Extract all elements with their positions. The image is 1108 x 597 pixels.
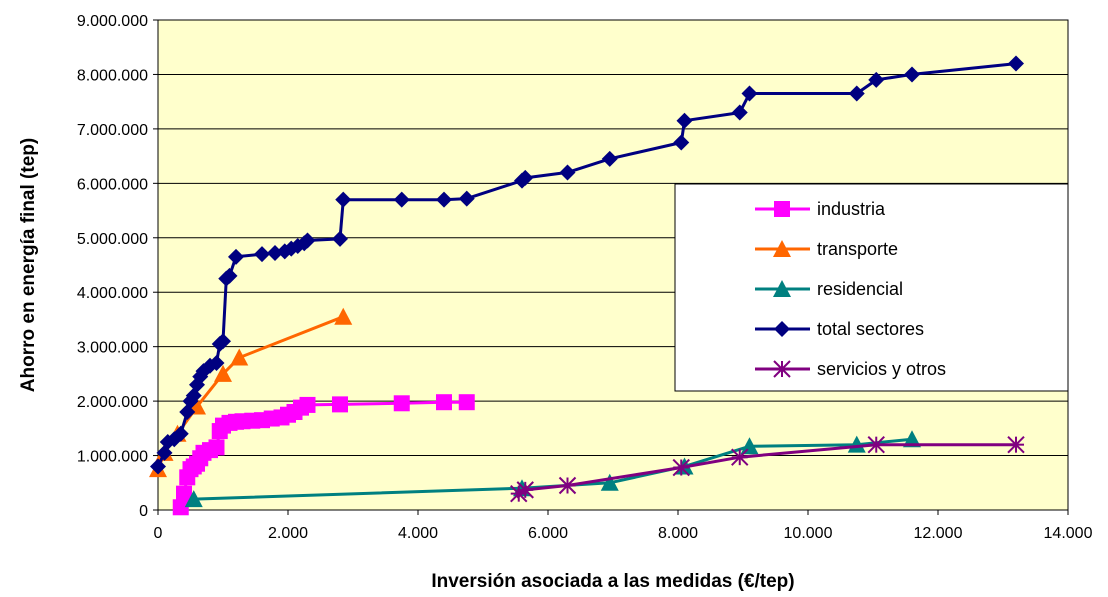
data-point-total-sectores [731, 104, 748, 121]
x-tick-label: 6.000 [528, 525, 568, 542]
data-point-total-sectores [868, 71, 885, 88]
legend-label: transporte [817, 239, 898, 259]
data-point-total-sectores [254, 246, 270, 263]
data-point-total-sectores [150, 458, 166, 475]
data-point-total-sectores [517, 169, 534, 186]
series-total-sectores [150, 55, 1024, 475]
data-point-total-sectores [335, 191, 352, 208]
y-tick-label: 3.000.000 [77, 340, 148, 357]
legend-item-servicios-y-otros: servicios y otros [755, 359, 946, 379]
data-point-total-sectores [267, 245, 283, 262]
y-tick-label: 8.000.000 [77, 67, 148, 84]
y-axis-ticks: 0 1.000.000 2.000.000 3.000.000 4.000.000 5.0… [77, 13, 158, 520]
data-point-total-sectores [215, 333, 231, 350]
data-point-total-sectores [559, 164, 576, 181]
data-point-total-sectores [332, 230, 348, 247]
data-point-total-sectores [676, 112, 693, 129]
x-tick-label: 2.000 [268, 525, 308, 542]
data-point-servicios-y-otros [516, 481, 534, 499]
data-point-total-sectores [221, 267, 238, 284]
x-tick-label: 12.000 [914, 525, 963, 542]
x-tick-label: 14.000 [1044, 525, 1093, 542]
data-point-transporte [214, 364, 232, 382]
data-point-industria [332, 396, 348, 413]
legend-item-total-sectores: total sectores [755, 319, 924, 339]
data-point-total-sectores [436, 191, 452, 208]
legend-marker [773, 280, 791, 297]
data-point-total-sectores [601, 150, 618, 167]
data-point-total-sectores [228, 248, 244, 265]
data-point-servicios-y-otros [672, 458, 690, 477]
y-tick-label: 1.000.000 [77, 449, 148, 466]
y-tick-label: 0 [139, 503, 148, 520]
data-point-total-sectores [904, 66, 920, 83]
data-point-transporte [230, 348, 249, 366]
data-point-industria [436, 394, 452, 411]
data-point-residencial [847, 435, 866, 453]
legend-item-transporte: transporte [755, 239, 898, 259]
data-point-total-sectores [393, 191, 410, 208]
x-tick-label: 4.000 [398, 525, 438, 542]
x-tick-label: 0 [154, 525, 163, 542]
y-tick-label: 2.000.000 [77, 394, 148, 411]
data-point-servicios-y-otros [1007, 435, 1025, 454]
data-point-residencial [740, 437, 759, 455]
data-point-industria [176, 485, 192, 502]
x-axis-title: Inversión asociada a las medidas (€/tep) [431, 571, 794, 592]
data-point-total-sectores [1008, 55, 1024, 72]
y-tick-label: 9.000.000 [77, 13, 148, 30]
data-point-transporte [334, 307, 353, 325]
legend-box [674, 183, 1069, 392]
legend-label: total sectores [817, 319, 924, 339]
data-point-industria [208, 439, 225, 456]
legend-label: servicios y otros [817, 359, 946, 379]
data-point-total-sectores [172, 425, 189, 442]
data-point-industria [172, 499, 189, 516]
y-axis-title: Ahorro en energía final (tep) [18, 138, 39, 392]
series-industria [172, 394, 475, 516]
legend-label: industria [817, 199, 886, 219]
data-point-servicios-y-otros [558, 476, 577, 495]
data-point-total-sectores [673, 134, 690, 151]
data-point-total-sectores [299, 232, 316, 249]
data-point-residencial [600, 473, 619, 491]
legend-marker [774, 201, 790, 217]
y-tick-label: 7.000.000 [77, 122, 148, 139]
data-point-residencial [184, 490, 203, 508]
legend: industria transporte residencial total sect… [674, 183, 1069, 392]
data-point-residencial [903, 430, 921, 448]
series-servicios-y-otros [510, 435, 1025, 503]
data-point-total-sectores [208, 355, 225, 371]
legend-label: residencial [817, 279, 903, 299]
data-point-industria [299, 396, 316, 413]
data-point-total-sectores [741, 85, 758, 102]
data-point-industria [393, 395, 410, 412]
x-axis-ticks: 0 2.000 4.000 6.000 8.000 10.000 12.000 14.000 [154, 510, 1093, 542]
data-point-total-sectores [458, 190, 475, 207]
legend-item-residencial: residencial [755, 279, 903, 299]
y-tick-label: 6.000.000 [77, 176, 148, 193]
series-group [149, 55, 1025, 516]
legend-item-industria: industria [755, 199, 886, 219]
data-point-total-sectores [848, 85, 865, 102]
x-tick-label: 10.000 [784, 525, 833, 542]
data-point-servicios-y-otros [731, 448, 749, 466]
legend-marker [773, 360, 791, 378]
x-tick-label: 8.000 [658, 525, 698, 542]
data-point-industria [458, 394, 475, 411]
y-tick-label: 5.000.000 [77, 231, 148, 248]
legend-marker [774, 321, 790, 337]
legend-marker [773, 240, 791, 257]
data-point-servicios-y-otros [867, 435, 885, 454]
y-tick-label: 4.000.000 [77, 285, 148, 302]
